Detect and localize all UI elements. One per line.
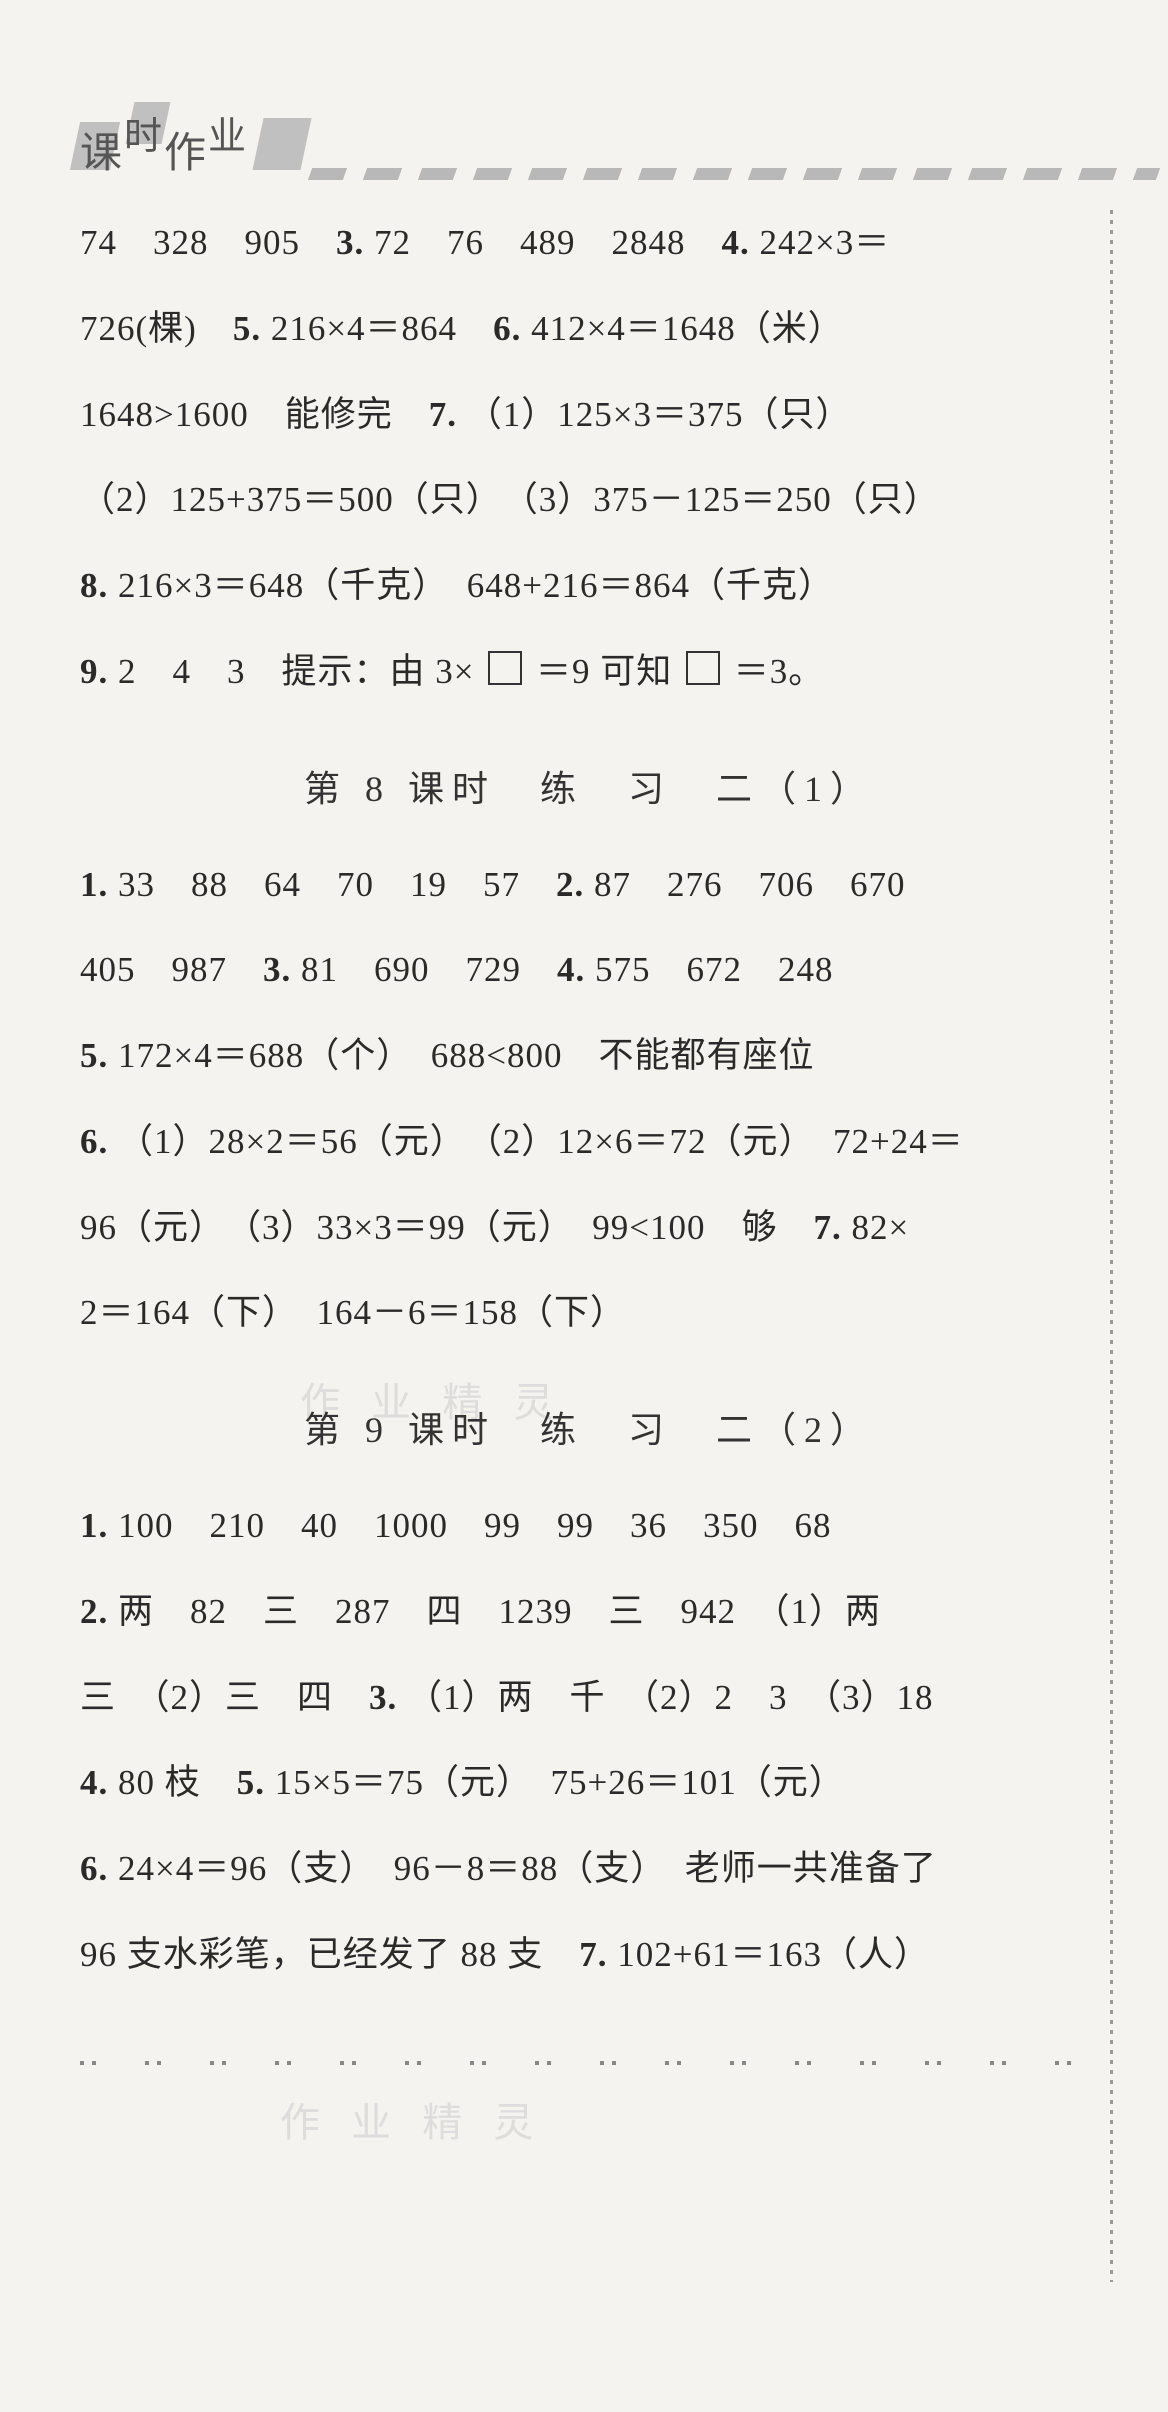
text-line: 1648>1600 能修完 7. （1）125×3＝375（只） (80, 372, 1098, 458)
banner-char-4: 业 (208, 105, 246, 160)
right-dotted-border (1110, 210, 1113, 2282)
section-title-8: 第 8 课时 练 习 二（1） (80, 760, 1098, 812)
text-line: （2）125+375＝500（只） （3）375－125＝250（只） (80, 457, 1098, 543)
text-line: 6. （1）28×2＝56（元） （2）12×6＝72（元） 72+24＝ (80, 1099, 1098, 1185)
text-line: 74 328 905 3. 72 76 489 2848 4. 242×3＝ (80, 200, 1098, 286)
section-title-text: 第 9 课时 练 习 二（2） (304, 1410, 874, 1450)
section-title-text: 第 8 课时 练 习 二（1） (304, 769, 874, 809)
dashed-divider (308, 168, 1160, 180)
banner-shape (252, 118, 311, 170)
text-line: 96（元） （3）33×3＝99（元） 99<100 够 7. 82× (80, 1185, 1098, 1271)
header-banner: 课 时 作 业 (80, 100, 1098, 180)
section-title-9: 第 9 课时 练 习 二（2） (80, 1401, 1098, 1453)
content-section-1: 74 328 905 3. 72 76 489 2848 4. 242×3＝ 7… (80, 200, 1098, 715)
text-line: 2＝164（下） 164－6＝158（下） (80, 1270, 1098, 1356)
text-line: 5. 172×4＝688（个） 688<800 不能都有座位 (80, 1013, 1098, 1099)
text-line: 4. 80 枝 5. 15×5＝75（元） 75+26＝101（元） (80, 1740, 1098, 1826)
text-line: 2. 两 82 三 287 四 1239 三 942 （1）两 (80, 1569, 1098, 1655)
content-section-3: 1. 100 210 40 1000 99 99 36 350 68 2. 两 … (80, 1483, 1098, 1998)
text-line: 96 支水彩笔，已经发了 88 支 7. 102+61＝163（人） (80, 1912, 1098, 1998)
text-line: 1. 33 88 64 70 19 57 2. 87 276 706 670 (80, 842, 1098, 928)
text-line: 三 （2）三 四 3. （1）两 千 （2）2 3 （3）18 (80, 1655, 1098, 1741)
banner-char-2: 时 (124, 105, 162, 160)
banner-text: 课 时 作 业 (80, 119, 246, 180)
watermark: 作 业 精 灵 (280, 2090, 543, 2148)
footer-dots (80, 2053, 1098, 2073)
content-section-2: 1. 33 88 64 70 19 57 2. 87 276 706 670 4… (80, 842, 1098, 1357)
text-line: 405 987 3. 81 690 729 4. 575 672 248 (80, 927, 1098, 1013)
text-line: 8. 216×3＝648（千克） 648+216＝864（千克） (80, 543, 1098, 629)
text-line: 9. 2 4 3 提示：由 3× ＝9 可知 ＝3。 (80, 629, 1098, 715)
text-line: 1. 100 210 40 1000 99 99 36 350 68 (80, 1483, 1098, 1569)
banner-char-1: 课 (80, 119, 122, 180)
text-line: 726(棵) 5. 216×4＝864 6. 412×4＝1648（米） (80, 286, 1098, 372)
banner-char-3: 作 (164, 119, 206, 180)
text-line: 6. 24×4＝96（支） 96－8＝88（支） 老师一共准备了 (80, 1826, 1098, 1912)
